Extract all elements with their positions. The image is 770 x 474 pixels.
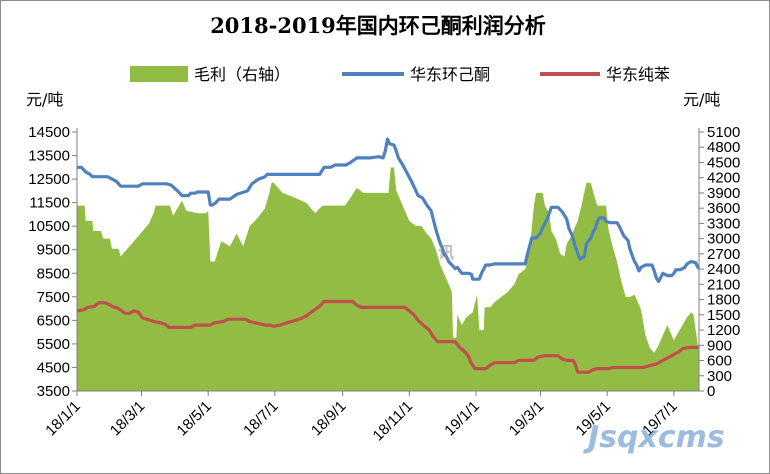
x-tick-label: 18/7/1 xyxy=(240,398,282,440)
right-tick-label: 2100 xyxy=(707,276,740,293)
right-tick-label: 3600 xyxy=(707,200,740,217)
series-area-gross-margin xyxy=(77,167,699,391)
right-tick-label: 5100 xyxy=(707,124,740,141)
right-tick-label: 4800 xyxy=(707,139,740,156)
legend-label-benzene: 华东纯苯 xyxy=(606,65,670,84)
x-tick-label: 19/1/1 xyxy=(441,398,483,440)
watermark-brand: Jsqxcms xyxy=(583,420,725,455)
chart-title: 2018-2019年国内环己酮利润分析 xyxy=(210,13,546,38)
left-tick-label: 8500 xyxy=(37,265,70,282)
right-tick-label: 3000 xyxy=(707,231,740,248)
left-tick-label: 13500 xyxy=(28,148,70,165)
x-tick-label: 18/11/1 xyxy=(370,398,417,445)
right-axis-unit: 元/吨 xyxy=(683,90,720,109)
left-tick-label: 3500 xyxy=(37,383,70,400)
right-tick-label: 1500 xyxy=(707,307,740,324)
right-tick-label: 3300 xyxy=(707,215,740,232)
right-tick-label: 3900 xyxy=(707,185,740,202)
right-tick-label: 4500 xyxy=(707,154,740,171)
x-tick-label: 18/1/1 xyxy=(42,398,84,440)
x-tick-label: 19/3/1 xyxy=(506,398,548,440)
left-tick-label: 6500 xyxy=(37,312,70,329)
right-tick-label: 2400 xyxy=(707,261,740,278)
series-line-benzene xyxy=(76,299,699,374)
watermark-center: 讯 xyxy=(438,243,454,262)
x-tick-label: 18/5/1 xyxy=(173,398,215,440)
right-tick-label: 900 xyxy=(707,337,732,354)
right-tick-label: 1800 xyxy=(707,292,740,309)
left-tick-label: 10500 xyxy=(28,218,70,235)
x-tick-label: 18/9/1 xyxy=(308,398,350,440)
left-tick-label: 7500 xyxy=(37,289,70,306)
left-tick-label: 4500 xyxy=(37,359,70,376)
legend-label-cyclohexanone: 华东环己酮 xyxy=(410,65,490,84)
right-tick-label: 600 xyxy=(707,353,732,370)
right-tick-label: 1200 xyxy=(707,322,740,339)
x-tick-label: 18/3/1 xyxy=(107,398,149,440)
plot-area xyxy=(76,137,701,391)
left-tick-label: 11500 xyxy=(29,195,70,212)
left-tick-label: 5500 xyxy=(37,336,70,353)
right-tick-label: 2700 xyxy=(707,246,740,263)
left-tick-label: 14500 xyxy=(28,124,70,141)
right-tick-label: 300 xyxy=(707,368,732,385)
legend-label-gross-margin: 毛利（右轴） xyxy=(194,65,290,84)
left-tick-label: 12500 xyxy=(28,171,70,188)
left-axis-unit: 元/吨 xyxy=(26,90,63,109)
right-tick-label: 0 xyxy=(707,383,715,400)
legend-swatch-gross-margin xyxy=(130,66,188,82)
series-line-cyclohexanone xyxy=(77,137,701,284)
right-tick-label: 4200 xyxy=(707,170,740,187)
left-tick-label: 9500 xyxy=(37,242,70,259)
legend: 毛利（右轴） 华东环己酮 华东纯苯 xyxy=(130,65,670,84)
